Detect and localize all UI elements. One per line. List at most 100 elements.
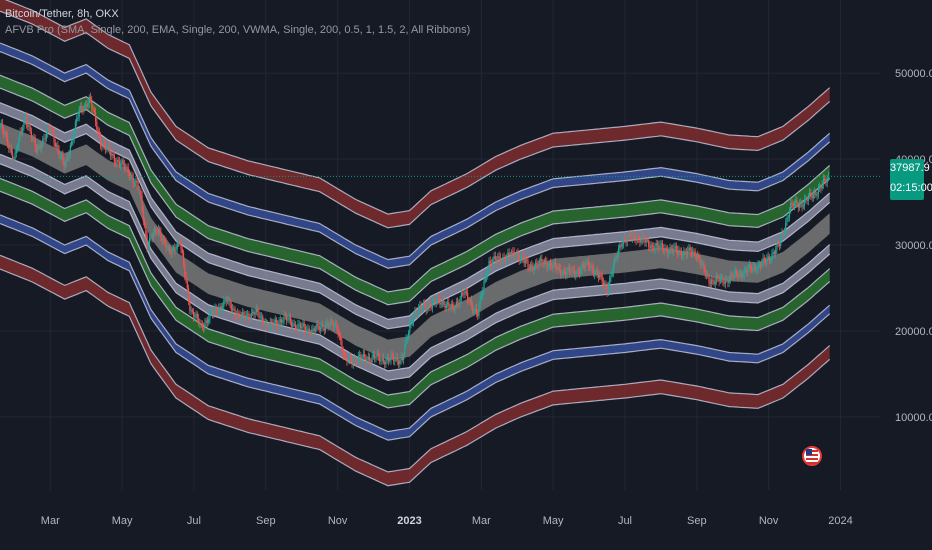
candle-body xyxy=(195,313,197,317)
candle-body xyxy=(186,280,188,289)
candle-body xyxy=(223,300,225,308)
candle-body xyxy=(8,144,10,149)
candle-body xyxy=(117,160,119,162)
candle-body xyxy=(322,324,324,329)
candle-body xyxy=(6,136,9,145)
candle-body xyxy=(811,195,813,199)
candle-body xyxy=(169,247,171,252)
indicator-label[interactable]: AFVB Pro (SMA, Single, 200, EMA, Single,… xyxy=(5,24,471,36)
candle-body xyxy=(645,239,647,243)
candle-body xyxy=(807,197,809,201)
candle-body xyxy=(433,299,435,303)
candle-body xyxy=(330,320,332,326)
band-edge-top-blue_lower xyxy=(0,214,831,433)
candle-body xyxy=(233,308,235,310)
candle-body xyxy=(4,133,6,135)
candle-body xyxy=(702,263,704,265)
candle-body xyxy=(479,297,481,305)
bar-countdown: 02:15:00 xyxy=(890,182,932,195)
candle-body xyxy=(682,255,684,257)
candle-body xyxy=(25,116,27,125)
candle-body xyxy=(680,250,682,257)
candle-body xyxy=(242,312,244,317)
candle-body xyxy=(638,236,640,239)
candle-body xyxy=(42,138,44,146)
candle-body xyxy=(698,255,700,259)
candle-body xyxy=(820,186,822,189)
candle-body xyxy=(503,257,505,260)
candle-body xyxy=(434,299,436,303)
candle-body xyxy=(399,359,401,365)
candle-body xyxy=(281,319,283,323)
candle-body xyxy=(74,121,77,132)
candle-body xyxy=(111,154,113,156)
band-edge-top-inner_lower xyxy=(0,153,831,372)
band-edge-bottom-blue_lower xyxy=(0,222,831,441)
candle-body xyxy=(772,252,774,254)
candle-body xyxy=(179,240,181,244)
candle-body xyxy=(494,256,496,260)
us-flag-icon[interactable] xyxy=(802,441,822,471)
candle-body xyxy=(243,312,245,315)
candle-body xyxy=(382,357,385,362)
candle-body xyxy=(274,319,276,323)
candle-body xyxy=(321,324,323,328)
candle-body xyxy=(824,178,826,181)
candle-body xyxy=(18,137,20,148)
candle-body xyxy=(234,309,236,316)
candle-body xyxy=(695,257,698,258)
y-tick-label-0: 10000.0 xyxy=(895,412,932,424)
candle-body xyxy=(189,301,191,311)
candle-body xyxy=(758,264,760,265)
candle-body xyxy=(687,250,689,255)
candle-body xyxy=(137,185,139,191)
candle-body xyxy=(96,121,98,130)
candle-body xyxy=(457,301,459,304)
band-edge-bottom-red_lower xyxy=(0,268,831,487)
band-edge-bottom-inner_lower xyxy=(0,163,831,382)
candle-body xyxy=(105,145,107,150)
candle-body xyxy=(729,274,731,281)
candle-body xyxy=(727,279,729,283)
candle-body xyxy=(30,131,33,138)
time-axis[interactable]: Mar May Jul Sep Nov 2023 Mar May Jul Sep Nov 2024 xyxy=(41,515,853,527)
candle-body xyxy=(347,359,349,362)
candle-body xyxy=(38,145,40,147)
candle-body xyxy=(395,357,397,360)
candle-body xyxy=(301,326,303,329)
candle-body xyxy=(537,264,539,266)
candle-body xyxy=(567,267,569,271)
candle-body xyxy=(612,264,615,273)
symbol-title[interactable]: Bitcoin/Tether, 8h, OKX xyxy=(5,8,119,20)
candle-body xyxy=(780,238,782,246)
candle-body xyxy=(332,321,334,327)
candle-body xyxy=(812,194,814,199)
x-tick-label-3: Sep xyxy=(256,515,276,527)
candle-body xyxy=(67,157,69,158)
candle-body xyxy=(353,358,356,362)
candle-body xyxy=(92,107,94,110)
candle-body xyxy=(23,120,25,129)
candle-body xyxy=(664,247,666,252)
candle-body xyxy=(360,354,362,359)
candle-body xyxy=(581,264,583,270)
candle-body xyxy=(22,128,24,132)
candle-body xyxy=(767,256,769,259)
candle-body xyxy=(292,324,294,327)
candle-body xyxy=(415,311,417,315)
candle-body xyxy=(268,327,270,329)
candle-body xyxy=(172,247,175,250)
candle-body xyxy=(746,269,748,273)
candle-body xyxy=(299,324,302,329)
candle-body xyxy=(455,301,457,307)
x-tick-label-9: Sep xyxy=(687,515,707,527)
candle-body xyxy=(521,255,523,259)
candle-body xyxy=(366,359,368,362)
candle-body xyxy=(170,251,172,254)
candle-body xyxy=(751,267,753,271)
candle-body xyxy=(473,310,475,312)
candle-body xyxy=(718,278,720,282)
candle-body xyxy=(166,247,168,249)
